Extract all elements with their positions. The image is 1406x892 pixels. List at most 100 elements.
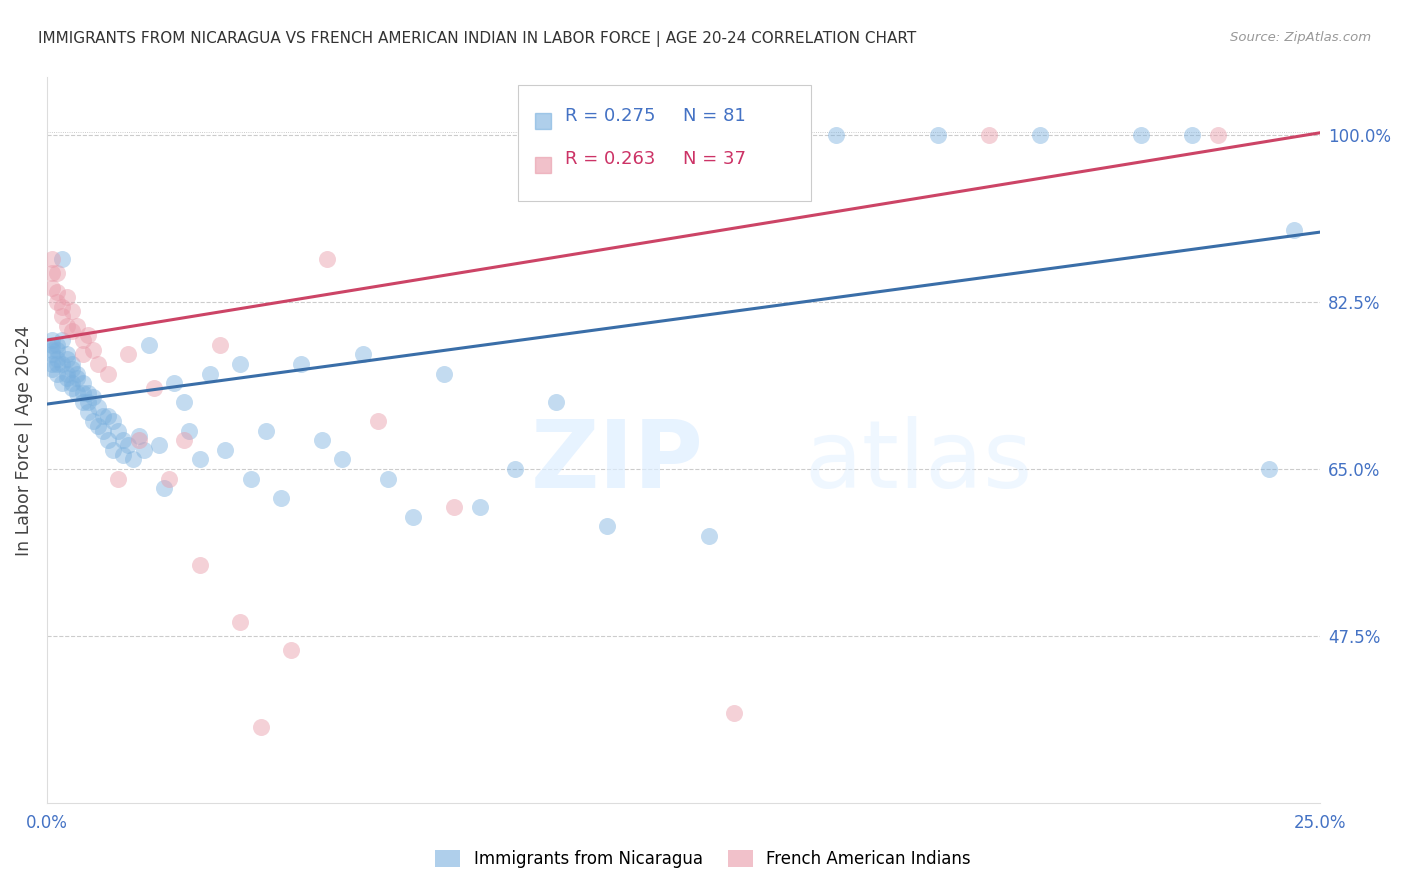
Point bbox=[290, 357, 312, 371]
Point bbox=[229, 615, 252, 629]
Point bbox=[60, 361, 83, 376]
Point bbox=[66, 318, 89, 333]
Point bbox=[87, 357, 110, 371]
Point bbox=[97, 367, 120, 381]
Point bbox=[163, 376, 186, 390]
Text: Source: ZipAtlas.com: Source: ZipAtlas.com bbox=[1230, 31, 1371, 45]
Point bbox=[229, 357, 252, 371]
Point bbox=[544, 166, 567, 180]
Point bbox=[72, 385, 94, 400]
Point bbox=[330, 452, 353, 467]
Point bbox=[56, 367, 79, 381]
Point bbox=[148, 438, 170, 452]
Point bbox=[41, 266, 63, 280]
Point bbox=[76, 385, 98, 400]
Point bbox=[1257, 462, 1279, 476]
Y-axis label: In Labor Force | Age 20-24: In Labor Force | Age 20-24 bbox=[15, 325, 32, 556]
Point bbox=[188, 558, 211, 572]
Point bbox=[41, 343, 63, 357]
Point bbox=[97, 434, 120, 448]
Point bbox=[173, 434, 195, 448]
Point bbox=[697, 529, 720, 543]
Point bbox=[107, 472, 129, 486]
Point bbox=[72, 376, 94, 390]
Point bbox=[107, 424, 129, 438]
Point bbox=[46, 357, 69, 371]
Point bbox=[239, 472, 262, 486]
Point bbox=[311, 434, 333, 448]
Point bbox=[82, 343, 104, 357]
Point bbox=[76, 405, 98, 419]
Point bbox=[977, 128, 1000, 142]
Point bbox=[66, 371, 89, 385]
Point bbox=[56, 352, 79, 367]
Point bbox=[72, 395, 94, 409]
Point bbox=[87, 400, 110, 414]
Point bbox=[46, 294, 69, 309]
Point bbox=[41, 338, 63, 352]
Point bbox=[270, 491, 292, 505]
Point bbox=[112, 448, 135, 462]
Point bbox=[596, 519, 619, 533]
Point bbox=[41, 333, 63, 347]
Point bbox=[56, 347, 79, 361]
Point bbox=[51, 300, 73, 314]
Point bbox=[41, 347, 63, 361]
Point bbox=[41, 280, 63, 294]
Text: R = 0.275: R = 0.275 bbox=[565, 107, 655, 125]
Point bbox=[46, 338, 69, 352]
Point bbox=[46, 352, 69, 367]
Text: R = 0.263: R = 0.263 bbox=[565, 151, 655, 169]
Point bbox=[153, 481, 176, 495]
Point bbox=[138, 338, 160, 352]
Text: atlas: atlas bbox=[804, 417, 1032, 508]
Point bbox=[72, 333, 94, 347]
Point bbox=[402, 509, 425, 524]
Point bbox=[51, 309, 73, 323]
Text: N = 81: N = 81 bbox=[683, 107, 747, 125]
Point bbox=[41, 252, 63, 266]
Point bbox=[157, 472, 180, 486]
Point bbox=[1181, 128, 1204, 142]
Point bbox=[198, 367, 221, 381]
Point bbox=[117, 438, 139, 452]
Text: ZIP: ZIP bbox=[530, 417, 703, 508]
Point bbox=[101, 442, 124, 457]
Point bbox=[51, 333, 73, 347]
Point bbox=[60, 376, 83, 390]
Point bbox=[132, 442, 155, 457]
Point bbox=[82, 391, 104, 405]
Point bbox=[316, 252, 339, 266]
Point bbox=[51, 376, 73, 390]
Point bbox=[367, 414, 389, 428]
Point bbox=[66, 385, 89, 400]
Point bbox=[128, 434, 150, 448]
Point bbox=[128, 428, 150, 442]
Point bbox=[56, 318, 79, 333]
Point bbox=[254, 424, 277, 438]
Point bbox=[41, 361, 63, 376]
Point bbox=[468, 500, 491, 515]
Point bbox=[60, 304, 83, 318]
Point bbox=[82, 414, 104, 428]
Point bbox=[56, 290, 79, 304]
Point bbox=[188, 452, 211, 467]
Legend: Immigrants from Nicaragua, French American Indians: Immigrants from Nicaragua, French Americ… bbox=[429, 843, 977, 875]
Point bbox=[51, 252, 73, 266]
Point bbox=[352, 347, 374, 361]
Point bbox=[46, 343, 69, 357]
Point bbox=[208, 338, 231, 352]
Point bbox=[46, 266, 69, 280]
Point bbox=[443, 500, 465, 515]
Point bbox=[179, 424, 201, 438]
Point bbox=[46, 367, 69, 381]
Point bbox=[280, 643, 302, 657]
Text: N = 37: N = 37 bbox=[683, 151, 747, 169]
FancyBboxPatch shape bbox=[517, 85, 810, 201]
Point bbox=[377, 472, 399, 486]
Point bbox=[72, 347, 94, 361]
Point bbox=[433, 367, 456, 381]
Point bbox=[927, 128, 949, 142]
Point bbox=[214, 442, 236, 457]
Point bbox=[1206, 128, 1229, 142]
